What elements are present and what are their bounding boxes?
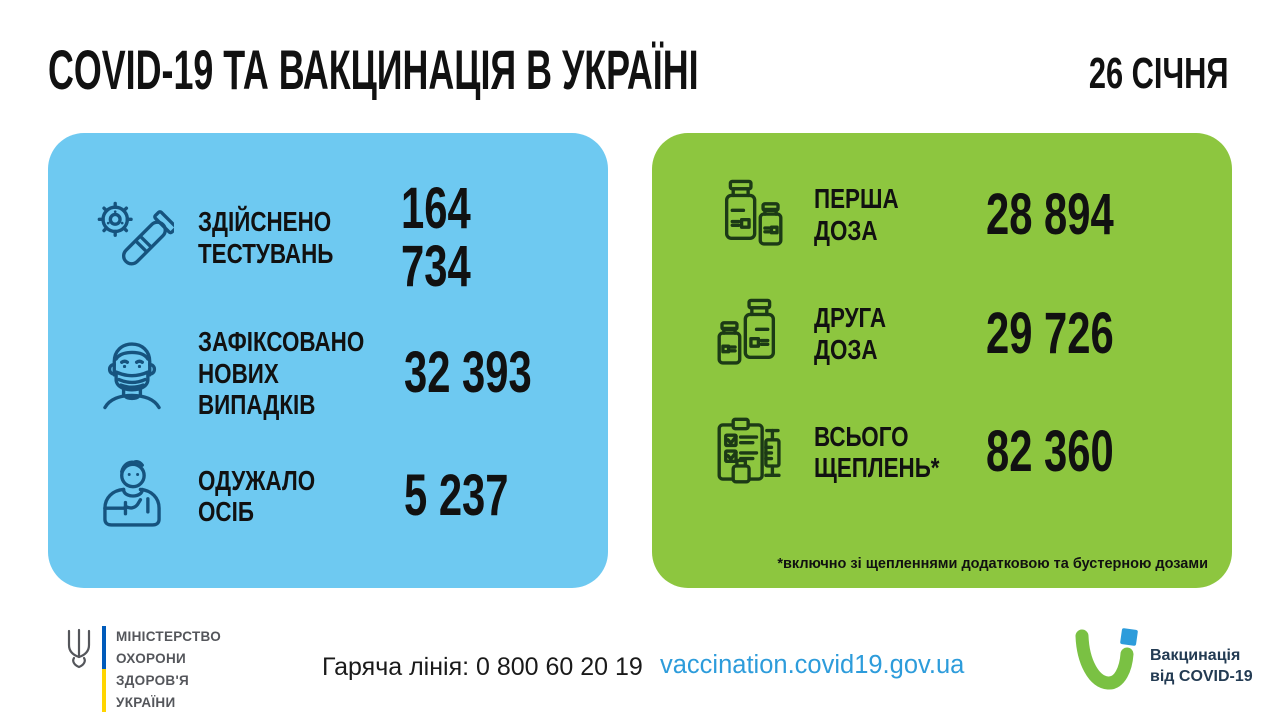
page-title: COVID-19 ТА ВАКЦИНАЦІЯ В УКРАЇНІ	[48, 42, 1064, 98]
stat-row-recovered: ОДУЖАЛО ОСІБ 5 237	[48, 451, 608, 541]
stat-label: ВСЬОГО ЩЕПЛЕНЬ*	[814, 420, 940, 484]
stat-value: 164 734	[401, 175, 471, 299]
stat-value: 5 237	[404, 463, 509, 529]
stat-label: ДРУГА ДОЗА	[814, 302, 887, 365]
vaccine-vials-icon	[708, 170, 792, 260]
report-date-text: 26 СІЧНЯ	[1088, 49, 1228, 98]
stat-row-first-dose: ПЕРША ДОЗА 28 894	[652, 170, 1232, 260]
vaccination-stats-card: ПЕРША ДОЗА 28 894	[652, 133, 1232, 588]
trident-icon	[67, 628, 91, 669]
stat-row-tests: ЗДІЙСНЕНО ТЕСТУВАНЬ 164 734	[48, 175, 608, 299]
stat-row-new-cases: ЗАФІКСОВАНО НОВИХ ВИПАДКІВ 32 393	[48, 326, 608, 420]
stat-value: 28 894	[986, 181, 1114, 247]
hotline-text: Гаряча лінія: 0 800 60 20 19	[322, 653, 643, 681]
v-checkmark-icon	[1075, 628, 1138, 690]
covid-stats-card: ЗДІЙСНЕНО ТЕСТУВАНЬ 164 734	[48, 133, 608, 588]
stat-label: ОДУЖАЛО ОСІБ	[198, 464, 316, 528]
vaccination-campaign-logo: Вакцинація від COVID-19	[1068, 624, 1253, 700]
stat-row-total-vaccinations: ВСЬОГО ЩЕПЛЕНЬ* 82 360	[652, 407, 1232, 497]
masked-person-icon	[90, 328, 174, 418]
stat-label: ПЕРША ДОЗА	[814, 183, 899, 246]
vaccination-logo-caption: Вакцинація від COVID-19	[1150, 647, 1253, 685]
report-date: 26 СІЧНЯ	[1029, 52, 1228, 96]
vaccination-website-link[interactable]: vaccination.covid19.gov.ua	[660, 651, 965, 679]
test-tube-virus-icon	[90, 193, 174, 283]
stat-label: ЗДІЙСНЕНО ТЕСТУВАНЬ	[198, 206, 334, 269]
ministry-logo-block: МІНІСТЕРСТВО ОХОРОНИ ЗДОРОВ'Я УКРАЇНИ	[64, 624, 221, 713]
recovered-person-icon	[90, 451, 174, 541]
stat-row-second-dose: ДРУГА ДОЗА 29 726	[652, 289, 1232, 379]
stat-value: 29 726	[986, 300, 1114, 366]
booster-footnote: *включно зі щепленнями додатковою та бус…	[777, 556, 1208, 572]
page-title-text: COVID-19 ТА ВАКЦИНАЦІЯ В УКРАЇНІ	[48, 38, 699, 101]
stat-value: 32 393	[404, 340, 532, 406]
stat-value: 82 360	[986, 419, 1114, 485]
stat-label: ЗАФІКСОВАНО НОВИХ ВИПАДКІВ	[198, 326, 365, 421]
vaccine-vials-mirrored-icon	[708, 289, 792, 379]
ministry-name: МІНІСТЕРСТВО ОХОРОНИ ЗДОРОВ'Я УКРАЇНИ	[116, 629, 222, 710]
flag-divider	[102, 626, 106, 712]
vaccination-checklist-icon	[708, 407, 792, 497]
